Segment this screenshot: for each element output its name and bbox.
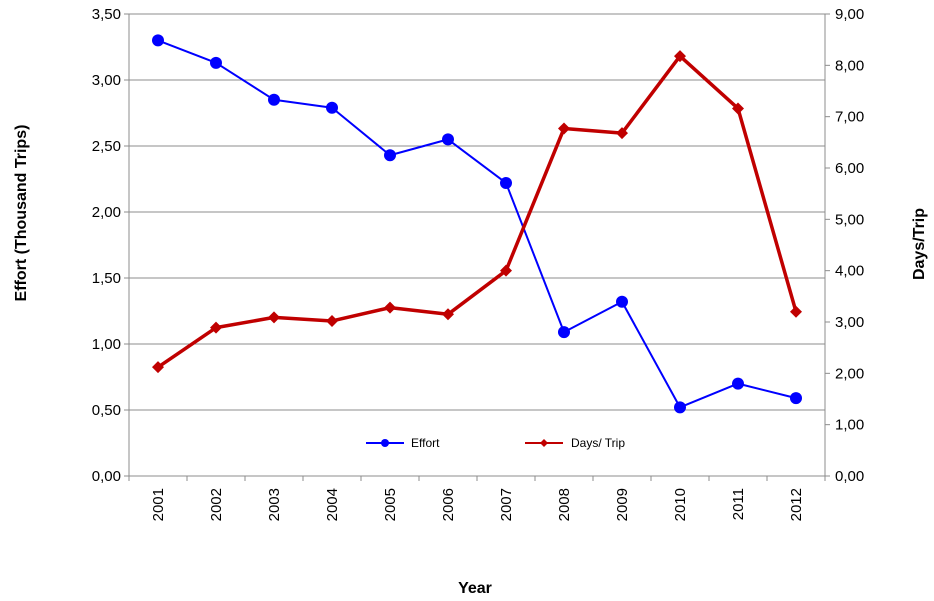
x-tick-label: 2006 — [440, 488, 457, 521]
legend: Effort Days/ Trip — [366, 436, 625, 450]
data-point — [732, 377, 744, 390]
x-tick-label: 2008 — [556, 488, 573, 521]
data-point — [674, 50, 686, 63]
right-y-ticks: 0,00 1,00 2,00 3,00 4,00 5,00 6,00 7,00 8,00 9,00 — [825, 6, 864, 485]
data-point — [268, 93, 280, 106]
data-point — [442, 133, 454, 146]
y2-tick-label: 7,00 — [835, 109, 864, 126]
legend-item-effort: Effort — [366, 436, 440, 450]
legend-item-days-trip: Days/ Trip — [525, 436, 625, 450]
y2-axis-title: Days/Trip — [911, 208, 928, 280]
y-axis-title: Effort (Thousand Trips) — [13, 125, 30, 302]
y2-tick-label: 2,00 — [835, 365, 864, 382]
x-tick-label: 2007 — [498, 488, 515, 521]
data-point — [558, 122, 570, 135]
x-tick-label: 2004 — [324, 488, 341, 521]
data-point — [326, 101, 338, 114]
x-tick-label: 2005 — [382, 488, 399, 521]
x-tick-label: 2010 — [672, 488, 689, 521]
y-tick-label: 0,00 — [92, 468, 121, 485]
legend-effort-marker — [381, 439, 389, 447]
data-point — [326, 314, 338, 327]
y-tick-label: 1,00 — [92, 336, 121, 353]
data-point — [616, 295, 628, 308]
y2-tick-label: 5,00 — [835, 211, 864, 228]
y2-tick-label: 3,00 — [835, 314, 864, 331]
data-point — [442, 308, 454, 321]
y2-tick-label: 6,00 — [835, 160, 864, 177]
y-tick-label: 3,50 — [92, 6, 121, 23]
series-line — [157, 39, 797, 409]
data-point — [616, 127, 628, 140]
data-point — [500, 176, 512, 189]
x-tick-label: 2001 — [150, 488, 167, 521]
series-layer — [152, 34, 802, 414]
data-point — [790, 305, 802, 318]
y2-tick-label: 4,00 — [835, 263, 864, 280]
x-tick-label: 2011 — [730, 488, 747, 520]
series-days-trip — [152, 50, 802, 374]
data-point — [152, 34, 164, 47]
data-point — [384, 149, 396, 162]
y2-tick-label: 9,00 — [835, 6, 864, 23]
y-tick-label: 1,50 — [92, 270, 121, 287]
series-effort — [152, 34, 802, 414]
x-tick-label: 2012 — [788, 488, 805, 521]
y2-tick-label: 1,00 — [835, 417, 864, 434]
x-axis-title: Year — [458, 580, 492, 597]
data-point — [268, 311, 280, 324]
data-point — [558, 326, 570, 339]
x-tick-label: 2009 — [614, 488, 631, 521]
y-tick-label: 0,50 — [92, 402, 121, 419]
left-y-ticks: 0,00 0,50 1,00 1,50 2,00 2,50 3,00 3,50 — [92, 6, 129, 485]
data-point — [210, 56, 222, 69]
y2-tick-label: 0,00 — [835, 468, 864, 485]
legend-days-marker — [540, 439, 548, 447]
axes — [128, 14, 826, 477]
legend-effort-label: Effort — [411, 436, 440, 450]
data-point — [674, 401, 686, 414]
data-point — [732, 102, 744, 115]
data-point — [210, 321, 222, 334]
data-point — [790, 392, 802, 405]
y-tick-label: 2,50 — [92, 138, 121, 155]
y-tick-label: 3,00 — [92, 72, 121, 89]
y-tick-label: 2,00 — [92, 204, 121, 221]
y2-tick-label: 8,00 — [835, 57, 864, 74]
x-tick-label: 2003 — [266, 488, 283, 521]
data-point — [500, 264, 512, 277]
legend-days-label: Days/ Trip — [571, 436, 625, 450]
gridlines — [129, 13, 825, 411]
data-point — [152, 361, 164, 374]
x-ticks: 2001 2002 2003 2004 2005 2006 2007 2008 2009 2010… — [128, 476, 826, 521]
data-point — [384, 301, 396, 314]
x-tick-label: 2002 — [208, 488, 225, 521]
series-line — [157, 54, 798, 369]
